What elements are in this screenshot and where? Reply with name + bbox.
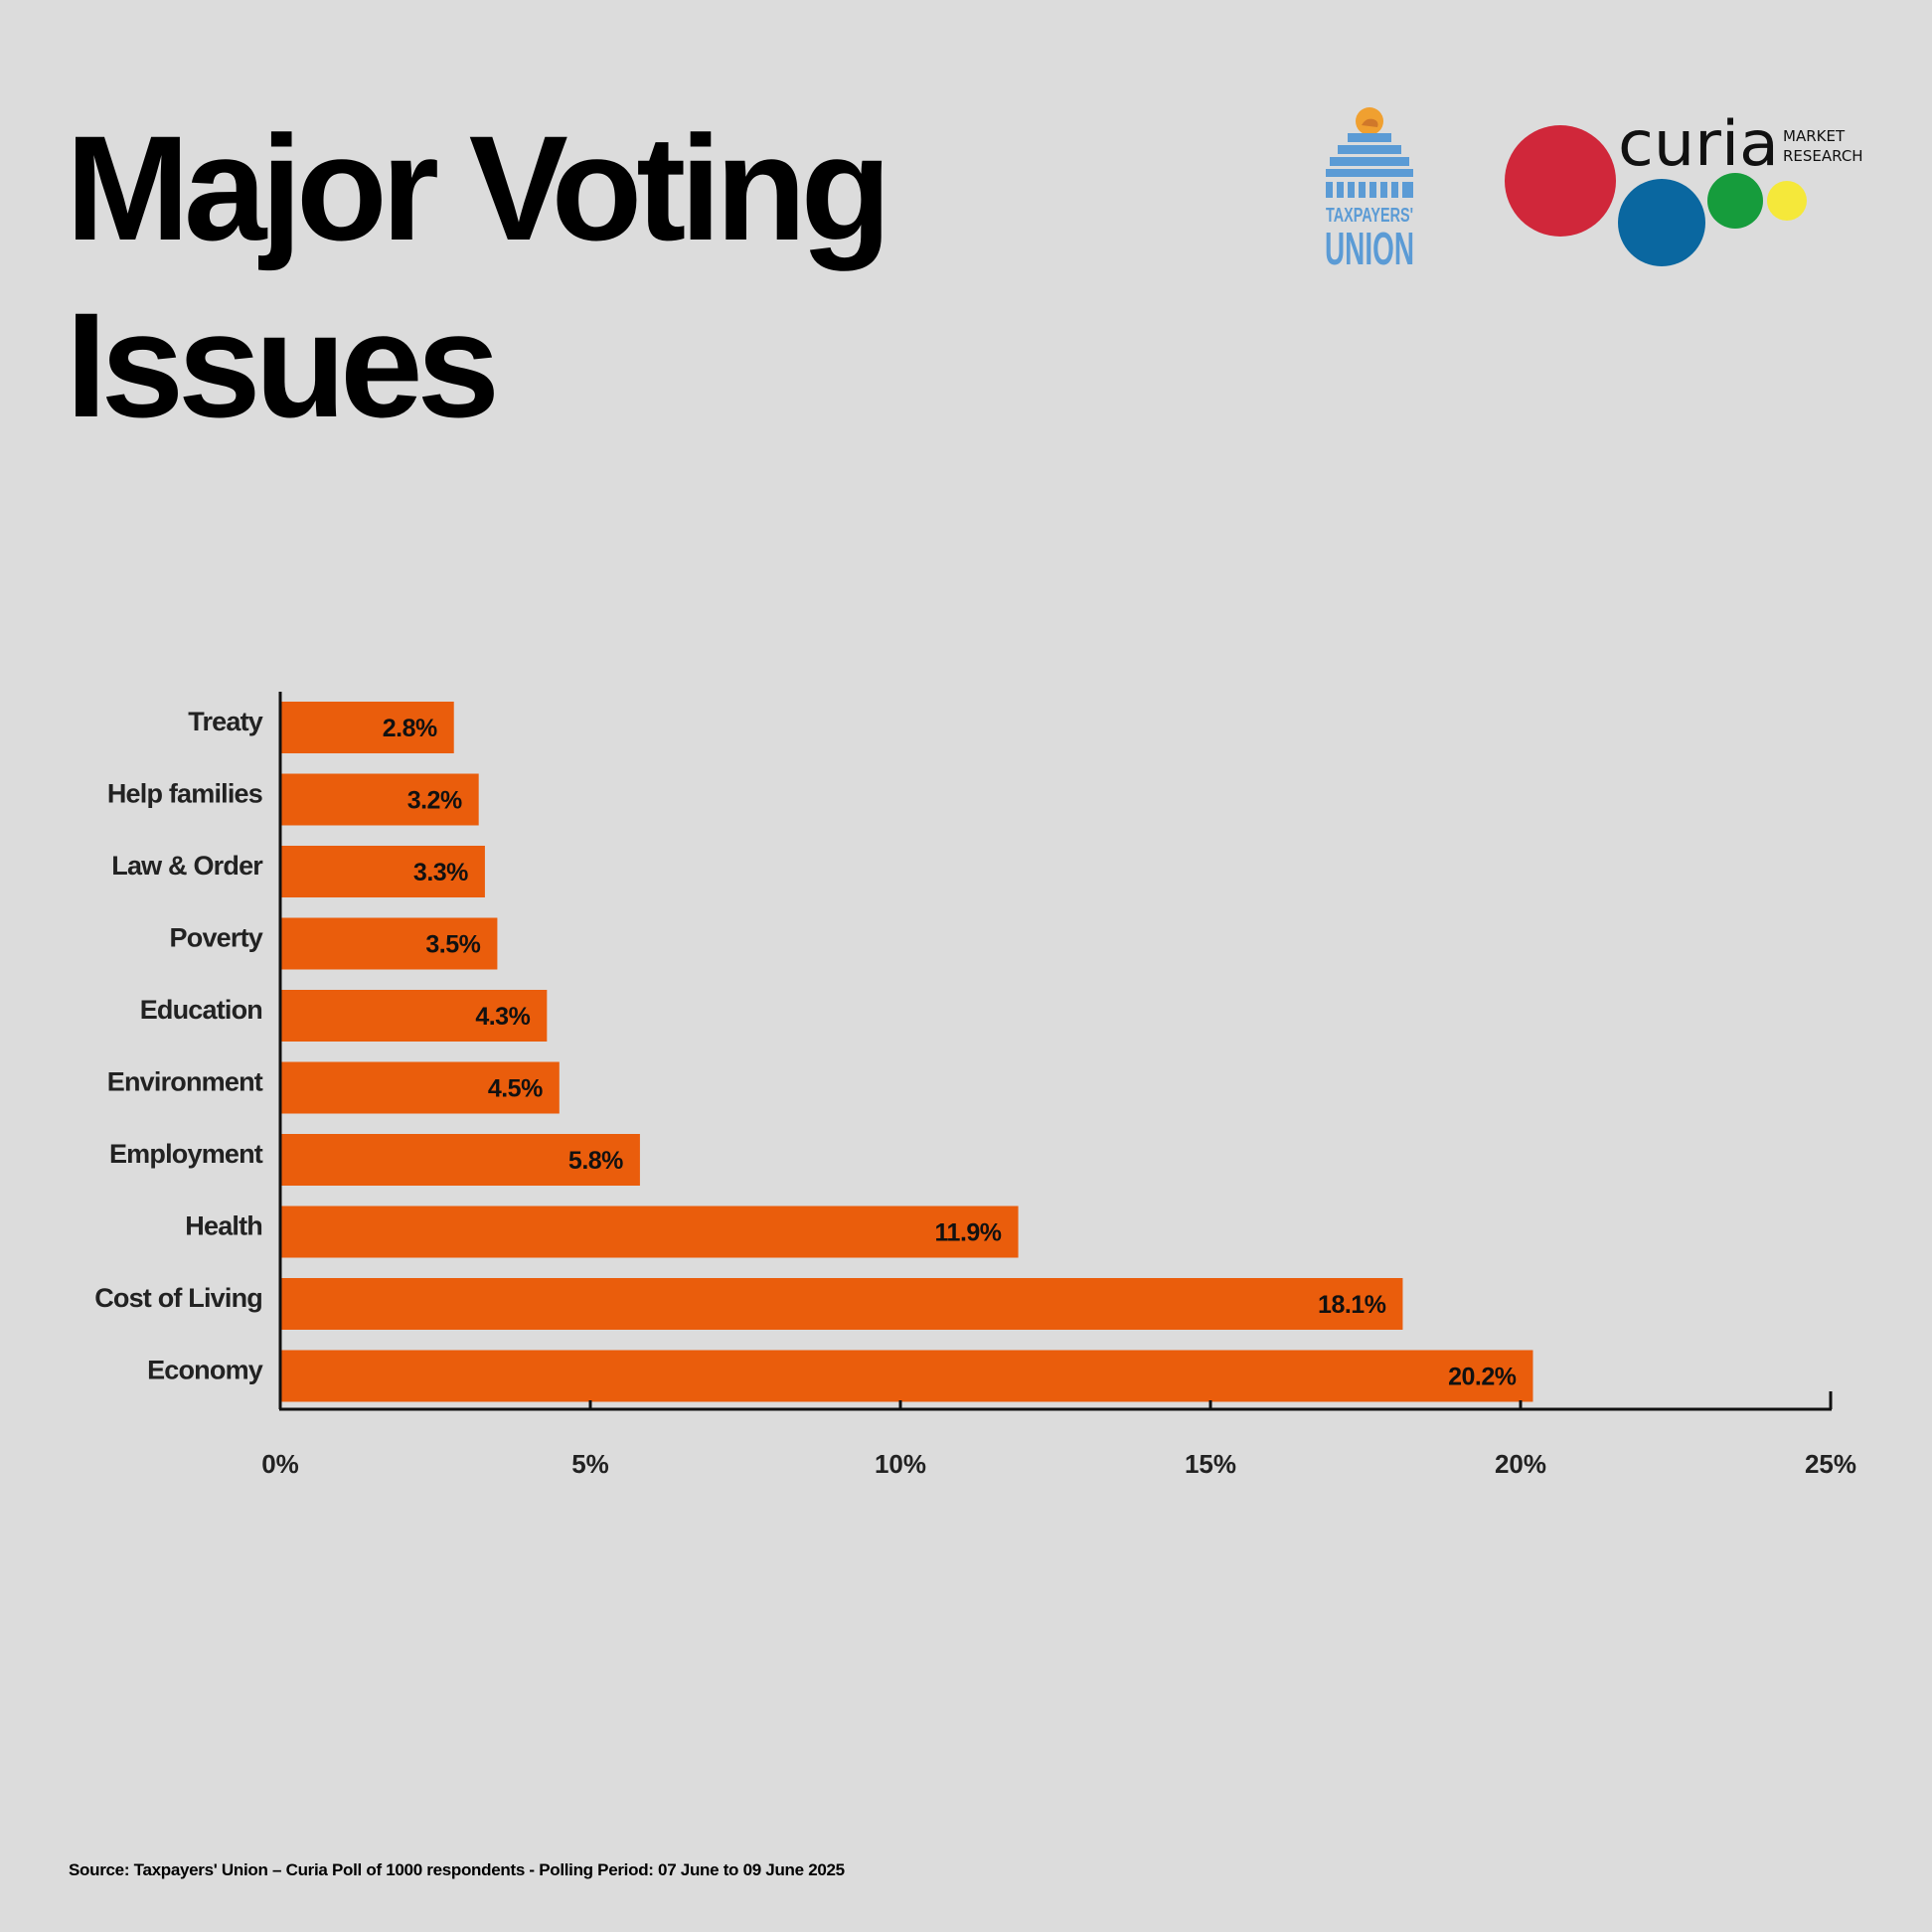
bar [280,702,454,753]
data-label: 18.1% [1318,1291,1386,1319]
x-tick-label: 10% [875,1449,926,1479]
green-dot-icon [1707,173,1763,229]
bar [280,1206,1019,1258]
bar [280,1350,1533,1402]
curia-text-line2: RESEARCH [1783,147,1863,165]
data-label: 4.5% [488,1075,543,1103]
taxpayers-union-logo: TAXPAYERS' UNION [1325,107,1414,274]
bar [280,773,479,826]
data-label: 5.8% [568,1147,623,1175]
yellow-dot-icon [1767,181,1807,221]
category-label: Help families [107,779,262,809]
data-label: 4.3% [475,1003,530,1031]
x-tick-label: 0% [261,1449,299,1479]
category-label: Education [140,995,262,1025]
x-tick-label: 25% [1805,1449,1856,1479]
data-label: 3.3% [413,859,468,886]
page-title: Major Voting Issues [66,99,1059,453]
bar [280,846,485,897]
data-label: 2.8% [383,715,437,742]
category-label: Environment [107,1067,263,1097]
category-label: Cost of Living [94,1283,262,1313]
category-label: Employment [109,1139,263,1169]
bar [280,1278,1403,1330]
bar [280,1134,640,1186]
bar [280,990,548,1042]
title-line-1: Major Voting [66,104,891,271]
category-label: Economy [147,1356,263,1385]
logo-text-line2: UNION [1325,223,1414,274]
red-dot-icon [1505,125,1616,237]
category-label: Treaty [188,707,263,736]
logo-text-line1: TAXPAYERS' [1326,205,1413,227]
x-tick-label: 5% [571,1449,609,1479]
data-label: 11.9% [935,1219,1002,1247]
blue-dot-icon [1618,179,1705,266]
curia-wordmark: curia [1618,107,1779,180]
data-label: 3.2% [407,787,462,815]
category-label: Law & Order [111,851,263,881]
category-label: Health [185,1211,262,1241]
category-label: Poverty [170,923,263,953]
x-tick-label: 20% [1495,1449,1546,1479]
data-label: 3.5% [425,931,480,959]
curia-text-line1: MARKET [1783,127,1846,145]
title-line-2: Issues [66,281,500,448]
curia-logo: curia MARKET RESEARCH [1505,107,1863,266]
bar [280,917,498,970]
x-tick-label: 15% [1185,1449,1236,1479]
bar [280,1061,560,1114]
data-label: 20.2% [1448,1364,1517,1391]
source-note: Source: Taxpayers' Union – Curia Poll of… [69,1860,845,1879]
